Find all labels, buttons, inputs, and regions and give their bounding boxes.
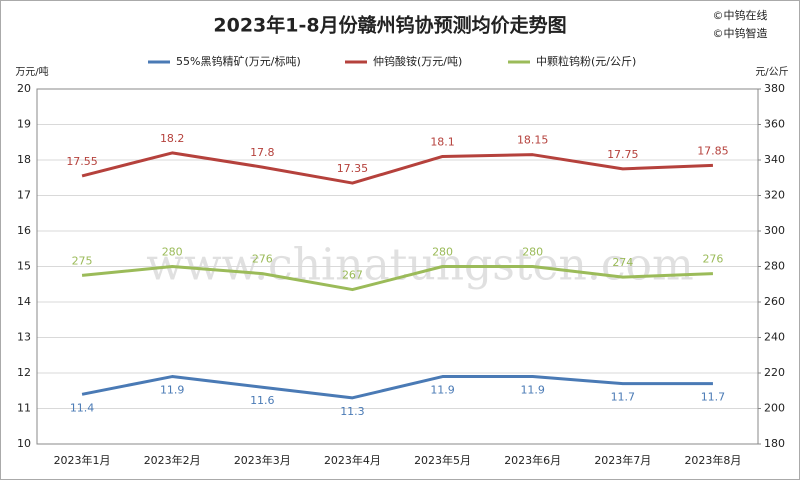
x-tick-label: 2023年6月 [504,453,561,467]
copyright: ©中钨智造 [713,26,768,40]
y2-tick-label: 260 [764,295,785,308]
x-tick-label: 2023年4月 [324,453,381,467]
data-label: 276 [252,253,273,266]
data-label: 267 [342,269,363,282]
y-tick-label: 17 [17,189,31,202]
x-tick-label: 2023年5月 [414,453,471,467]
data-label: 11.9 [430,384,455,397]
y2-tick-label: 320 [764,189,785,202]
data-label: 280 [432,246,453,259]
data-label: 280 [162,246,183,259]
data-label: 17.75 [607,148,639,161]
y-tick-label: 11 [17,402,31,415]
data-label: 11.3 [340,405,365,418]
y2-tick-label: 300 [764,224,785,237]
x-tick-label: 2023年3月 [234,453,291,467]
series-line [81,375,713,400]
x-tick-label: 2023年2月 [144,453,201,467]
data-label: 11.9 [520,384,545,397]
data-label: 11.6 [250,394,275,407]
data-label: 11.7 [611,391,636,404]
data-label: 17.85 [697,144,729,157]
y-tick-label: 12 [17,366,31,379]
data-label: 11.7 [701,391,726,404]
y2-tick-label: 340 [764,153,785,166]
data-label: 275 [72,254,93,267]
legend-label: 仲钨酸铵(万元/吨) [373,54,462,68]
copyright: ©中钨在线 [713,8,768,22]
data-label: 276 [702,253,723,266]
y-tick-label: 18 [17,153,31,166]
y-axis-label: 万元/吨 [15,65,48,78]
data-label: 11.9 [160,384,185,397]
data-label: 280 [522,246,543,259]
y-tick-label: 13 [17,331,31,344]
y2-axis-label: 元/公斤 [755,66,788,78]
y2-tick-label: 280 [764,260,785,273]
series-line [81,151,713,185]
data-label: 18.15 [517,134,549,147]
y-tick-label: 19 [17,118,31,131]
plot-area [36,88,759,445]
data-label: 11.4 [70,401,95,414]
y-tick-label: 14 [17,295,31,308]
x-tick-label: 2023年8月 [684,453,741,467]
x-tick-label: 2023年1月 [54,453,111,467]
y-tick-label: 16 [17,224,31,237]
x-tick-label: 2023年7月 [594,453,651,467]
series-line [81,265,713,292]
legend-label: 中颗粒钨粉(元/公斤) [536,54,636,68]
data-label: 18.1 [430,135,455,148]
data-label: 17.35 [337,162,369,175]
y2-tick-label: 380 [764,82,785,95]
data-label: 18.2 [160,132,185,145]
data-label: 17.55 [66,155,98,168]
y-tick-label: 10 [17,437,31,450]
y-tick-label: 20 [17,82,31,95]
chart-title: 2023年1-8月份赣州钨协预测均价走势图 [213,14,566,37]
data-label: 17.8 [250,146,275,159]
y2-tick-label: 200 [764,402,785,415]
data-label: 274 [612,256,633,269]
y-tick-label: 15 [17,260,31,273]
y2-tick-label: 220 [764,366,785,379]
y2-tick-label: 180 [764,437,785,450]
legend-label: 55%黑钨精矿(万元/标吨) [176,54,301,68]
y2-tick-label: 360 [764,118,785,131]
watermark: www.chinatungsten.com [146,240,693,291]
y2-tick-label: 240 [764,331,785,344]
